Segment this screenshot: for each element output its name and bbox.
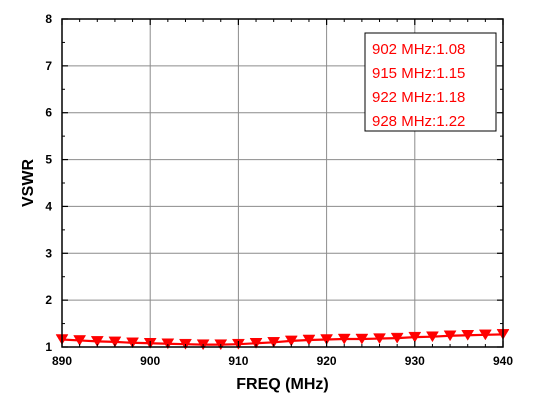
x-tick-label: 930: [405, 354, 425, 368]
y-tick-label: 5: [45, 153, 52, 167]
data-point-marker: [355, 333, 369, 345]
x-tick-label: 920: [317, 354, 337, 368]
data-point-marker: [161, 338, 175, 350]
data-point-marker: [425, 331, 439, 343]
annotation-text: 915 MHz:1.15: [372, 65, 465, 82]
data-point-marker: [390, 332, 404, 344]
annotation-text: 928 MHz:1.22: [372, 113, 465, 130]
data-point-marker: [108, 336, 122, 348]
data-point-marker: [320, 334, 334, 345]
data-point-marker: [284, 335, 298, 347]
y-tick-label: 7: [45, 59, 52, 73]
data-point-marker: [126, 337, 140, 349]
y-tick-label: 1: [45, 340, 52, 354]
annotation-text: 902 MHz:1.08: [372, 41, 465, 58]
x-tick-label: 910: [228, 354, 248, 368]
data-point-marker: [337, 333, 351, 345]
data-point-marker: [373, 333, 386, 345]
annotation-text: 922 MHz:1.18: [372, 89, 465, 106]
data-point-marker: [461, 330, 475, 341]
data-point-marker: [478, 329, 492, 341]
y-tick-label: 4: [45, 199, 52, 213]
x-tick-label: 890: [52, 354, 72, 368]
annotation-box-frame: [364, 32, 497, 132]
data-point-marker: [302, 334, 316, 346]
y-tick-label: 2: [45, 293, 52, 307]
data-point-marker: [408, 331, 422, 343]
data-point-marker: [267, 337, 281, 348]
data-point-marker: [443, 330, 457, 342]
data-point-marker: [90, 336, 104, 347]
x-tick-label: 940: [493, 354, 513, 368]
annotation-box: 902 MHz:1.08 915 MHz:1.15 922 MHz:1.18 9…: [364, 32, 497, 132]
tick-labels: 890 900 910 920 930 940 1 2 3 4 5 6 7 8: [45, 12, 513, 368]
data-point-marker: [249, 338, 263, 349]
axis-ticks: [61, 18, 504, 348]
x-axis-title: FREQ (MHz): [236, 376, 328, 393]
y-tick-label: 8: [45, 12, 52, 26]
data-point-marker: [73, 335, 87, 346]
x-tick-label: 900: [140, 354, 160, 368]
y-tick-label: 6: [45, 106, 52, 120]
y-tick-label: 3: [45, 246, 52, 260]
y-axis-title: VSWR: [20, 159, 37, 207]
